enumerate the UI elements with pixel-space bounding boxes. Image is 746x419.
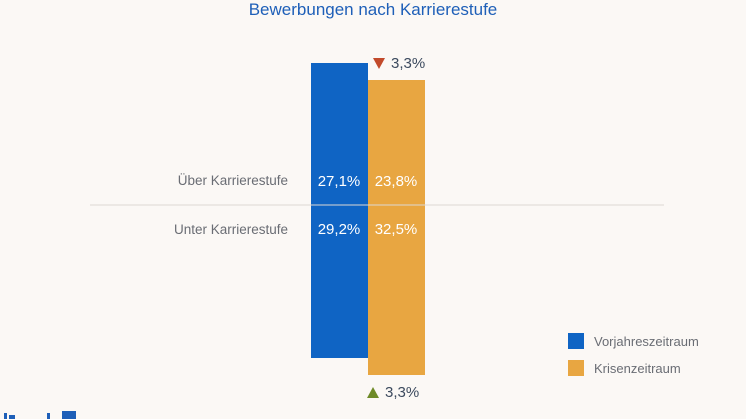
legend-swatch-krise — [568, 360, 584, 376]
triangle-up-icon — [367, 387, 379, 398]
value-label-krise-unter: 32,5% — [374, 221, 418, 238]
bar-segment-s0-r1 — [311, 204, 368, 358]
value-label-vorjahr-unter: 29,2% — [317, 221, 361, 238]
change-indicator-unter: 3,3% — [367, 384, 419, 401]
row-label-unter: Unter Karrierestufe — [173, 222, 288, 237]
bar-segment-s0-r0 — [311, 63, 368, 205]
chart-title: Bewerbungen nach Karrierestufe — [248, 0, 498, 19]
legend-label-krise: Krisenzeitraum — [594, 360, 681, 376]
change-label-unter: 3,3% — [385, 384, 420, 401]
bar-segment-s1-r0 — [368, 80, 425, 205]
brand-logo-fragment — [0, 411, 76, 419]
legend-item-krise: Krisenzeitraum — [568, 360, 681, 376]
value-label-krise-ueber: 23,8% — [374, 173, 418, 190]
legend-item-vorjahr: Vorjahreszeitraum — [568, 333, 699, 349]
value-label-vorjahr-ueber: 27,1% — [317, 173, 361, 190]
bar-segment-s1-r1 — [368, 204, 425, 375]
legend-label-vorjahr: Vorjahreszeitraum — [594, 333, 699, 349]
legend-swatch-vorjahr — [568, 333, 584, 349]
triangle-down-icon — [373, 58, 385, 69]
change-label-ueber: 3,3% — [391, 55, 426, 72]
row-label-ueber: Über Karrierestufe — [177, 173, 288, 188]
change-indicator-ueber: 3,3% — [373, 55, 425, 72]
